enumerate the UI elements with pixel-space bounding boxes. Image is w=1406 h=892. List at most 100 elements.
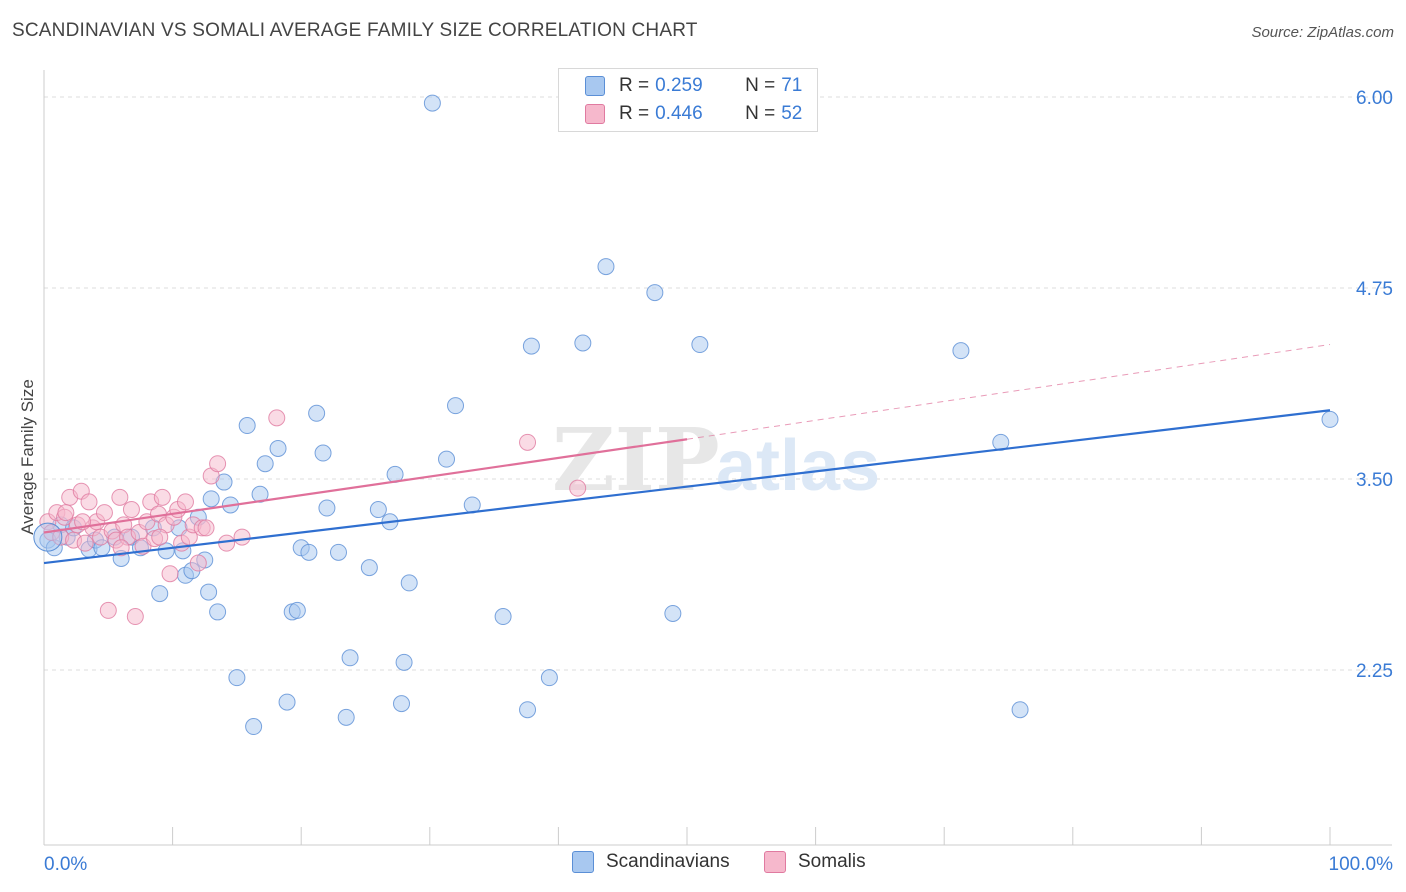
somali-point [99, 601, 117, 619]
scandinavian-point [1011, 701, 1029, 719]
scandinavian-point [494, 608, 512, 626]
scandinavian-point [691, 336, 709, 354]
axes [43, 70, 1392, 846]
somali-point [76, 534, 94, 552]
scandinavian-point [646, 284, 664, 302]
scandinavian-point [256, 455, 274, 473]
scandinavian-point [329, 543, 347, 561]
legend-swatch-somalis [764, 851, 786, 873]
scandinavian-point [400, 574, 418, 592]
scandinavian-point [269, 439, 287, 457]
somali-point [268, 409, 286, 427]
somali-point [80, 493, 98, 511]
stats-legend: R = 0.259 N = 71 R = 0.446 N = 52 [558, 68, 818, 132]
data-points [33, 94, 1339, 736]
scandinavian-point [157, 542, 175, 560]
somali-trend-line [43, 438, 688, 534]
somali-point [112, 539, 130, 557]
scandinavian-point [209, 603, 227, 621]
somali-trend-extension [686, 344, 1331, 440]
scandinavian-point [393, 695, 411, 713]
legend-n-value: 71 [781, 75, 803, 96]
legend-swatch-somalis [585, 104, 605, 124]
trend-lines [43, 344, 1331, 565]
somali-point [161, 565, 179, 583]
tick-labels: 2.25 3.50 4.75 6.00 0.0% 100.0% Average Family… [18, 88, 1393, 875]
scandinavian-cluster-point [33, 522, 63, 552]
scandinavian-point [395, 653, 413, 671]
scandinavian-point [200, 583, 218, 601]
legend-label-somalis: Somalis [798, 851, 866, 872]
series-legend: Scandinavians Somalis [0, 851, 1406, 877]
legend-item-somalis[interactable]: Somalis [764, 851, 866, 873]
somali-point [209, 455, 227, 473]
scandinavian-point [519, 701, 537, 719]
legend-n-label: N = [745, 103, 776, 124]
somali-point [218, 534, 236, 552]
legend-r-value: 0.259 [655, 75, 703, 96]
scandinavian-point [423, 94, 441, 112]
scandinavian-point [278, 693, 296, 711]
scandinavian-point [202, 490, 220, 508]
scandinavian-point [664, 604, 682, 622]
scandinavian-point [597, 258, 615, 276]
legend-row-somalis: R = 0.446 N = 52 [585, 102, 802, 126]
scandinavian-point [1321, 410, 1339, 428]
y-tick-label: 3.50 [1356, 470, 1393, 491]
x-tick-label-min: 0.0% [44, 854, 87, 875]
scandinavian-point [314, 444, 332, 462]
y-tick-label: 4.75 [1356, 279, 1393, 300]
somali-point [95, 504, 113, 522]
legend-r-label: R = [619, 103, 650, 124]
legend-n-value: 52 [781, 103, 803, 124]
scandinavian-point [251, 485, 269, 503]
scandinavian-point [438, 450, 456, 468]
scandinavian-point [318, 499, 336, 517]
legend-swatch-scandinavians [572, 851, 594, 873]
scandinavian-point [288, 601, 306, 619]
gridlines [44, 96, 1392, 671]
legend-swatch-scandinavians [585, 76, 605, 96]
scandinavian-point [245, 718, 263, 736]
scandinavian-point [228, 669, 246, 687]
x-tick-label-max: 100.0% [1329, 854, 1394, 875]
scandinavian-point [574, 334, 592, 352]
scandinavian-point [238, 417, 256, 435]
somali-point [233, 528, 251, 546]
scandinavian-point [337, 708, 355, 726]
legend-label-scandinavians: Scandinavians [606, 851, 730, 872]
somali-point [519, 433, 537, 451]
somali-point [151, 528, 169, 546]
y-tick-label: 2.25 [1356, 661, 1393, 682]
scandinavian-point [151, 585, 169, 603]
somali-point [126, 608, 144, 626]
scandinavian-point [308, 404, 326, 422]
somali-point [111, 488, 129, 506]
legend-item-scandinavians[interactable]: Scandinavians [572, 851, 730, 873]
source-attribution: Source: ZipAtlas.com [1251, 24, 1394, 41]
scandinavian-point [540, 669, 558, 687]
scandinavian-point [300, 543, 318, 561]
scandinavian-point [369, 501, 387, 519]
chart-title: SCANDINAVIAN VS SOMALI AVERAGE FAMILY SI… [12, 20, 698, 41]
somali-point [176, 493, 194, 511]
somali-point [197, 519, 215, 537]
somali-point [153, 488, 171, 506]
scandinavian-point [952, 342, 970, 360]
legend-r-label: R = [619, 75, 650, 96]
scandinavian-point [360, 559, 378, 577]
somali-point [189, 554, 207, 572]
somali-point [122, 501, 140, 519]
scandinavian-point [447, 397, 465, 415]
legend-r-value: 0.446 [655, 103, 703, 124]
somali-point [57, 504, 75, 522]
y-axis-label: Average Family Size [18, 379, 37, 535]
scandinavian-trend-line [43, 409, 1331, 565]
somali-point [569, 479, 587, 497]
scandinavian-point [522, 337, 540, 355]
legend-n-label: N = [745, 75, 776, 96]
legend-row-scandinavians: R = 0.259 N = 71 [585, 74, 802, 98]
y-tick-label: 6.00 [1356, 88, 1393, 109]
scandinavian-point [341, 649, 359, 667]
